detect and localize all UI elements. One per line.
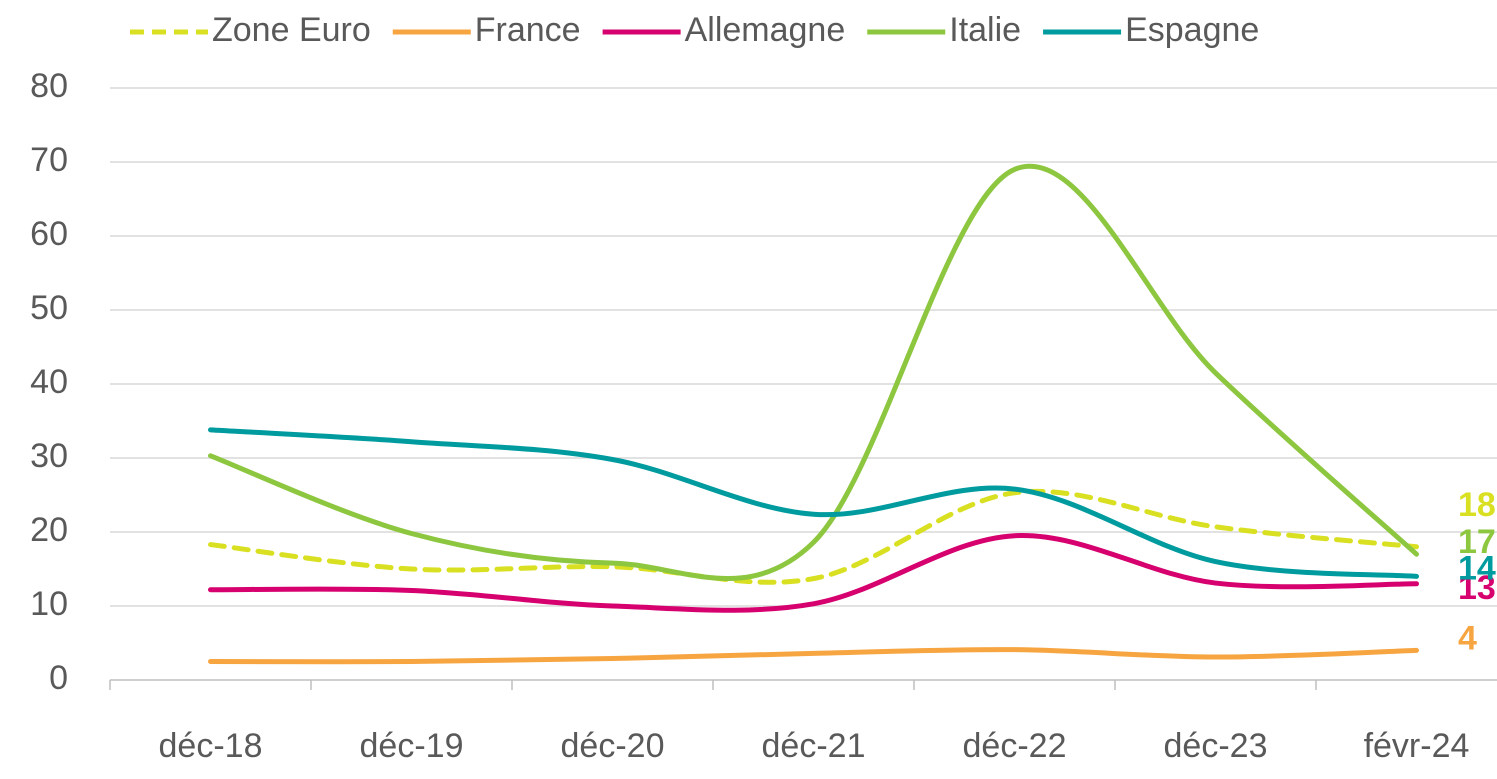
legend-label: Espagne [1125, 11, 1259, 49]
legend-label: Zone Euro [212, 11, 371, 49]
y-tick-label: 0 [49, 659, 68, 697]
y-tick-label: 30 [30, 437, 68, 475]
legend-label: Italie [949, 11, 1021, 49]
y-tick-label: 70 [30, 141, 68, 179]
series-line [208, 164, 1419, 582]
y-tick-label: 20 [30, 511, 68, 549]
x-tick-label: déc-18 [159, 727, 263, 765]
y-tick-label: 80 [30, 67, 68, 105]
data-label: 4 [1458, 619, 1477, 657]
series-line [208, 427, 1419, 579]
x-tick-label: déc-20 [561, 727, 665, 765]
data-label: 18 [1458, 486, 1496, 524]
x-tick-label: déc-23 [1164, 727, 1268, 765]
series-line [208, 533, 1419, 613]
series-line [208, 647, 1419, 665]
data-label: 14 [1458, 549, 1496, 587]
data-label: 17 [1458, 523, 1496, 561]
x-tick-label: déc-21 [762, 727, 866, 765]
y-tick-label: 60 [30, 215, 68, 253]
legend-label: Allemagne [685, 11, 846, 49]
y-tick-label: 40 [30, 363, 68, 401]
y-tick-label: 10 [30, 585, 68, 623]
legend-label: France [475, 11, 581, 49]
x-tick-label: déc-19 [360, 727, 464, 765]
x-tick-label: févr-24 [1364, 727, 1470, 765]
series-line [208, 488, 1419, 585]
data-label: 13 [1458, 569, 1496, 607]
x-tick-label: déc-22 [963, 727, 1067, 765]
y-tick-label: 50 [30, 289, 68, 327]
